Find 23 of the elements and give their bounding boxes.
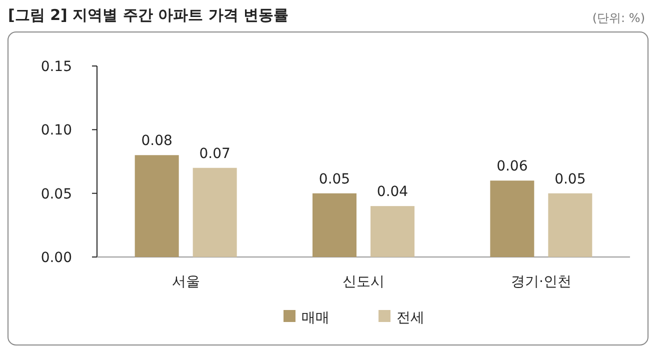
y-tick-label: 0.15	[40, 59, 72, 75]
y-tick-label: 0.05	[40, 186, 72, 202]
bar	[370, 206, 414, 257]
data-label: 0.08	[141, 133, 172, 150]
x-tick-label: 서울	[172, 274, 200, 290]
text: (단위: %)	[592, 11, 645, 25]
data-label: 0.05	[554, 171, 586, 188]
bar	[134, 155, 179, 257]
legend-label: 매매	[302, 310, 330, 326]
x-tick-label: 경기·인천	[510, 274, 572, 290]
bar	[548, 193, 592, 257]
data-label: 0.06	[496, 158, 528, 175]
y-tick-label: 0.10	[40, 122, 72, 139]
data-label: 0.05	[318, 171, 350, 188]
bar	[490, 180, 534, 257]
data-label: 0.07	[199, 146, 230, 162]
bar	[192, 168, 237, 257]
legend-label: 전세	[396, 310, 424, 326]
x-tick-label: 신도시	[342, 274, 384, 290]
bar	[312, 193, 356, 257]
chart-title: [그림 2] 지역별 주간 아파트 가격 변동률	[8, 6, 288, 24]
y-tick-label: 0.00	[40, 250, 72, 266]
data-label: 0.04	[376, 184, 408, 200]
